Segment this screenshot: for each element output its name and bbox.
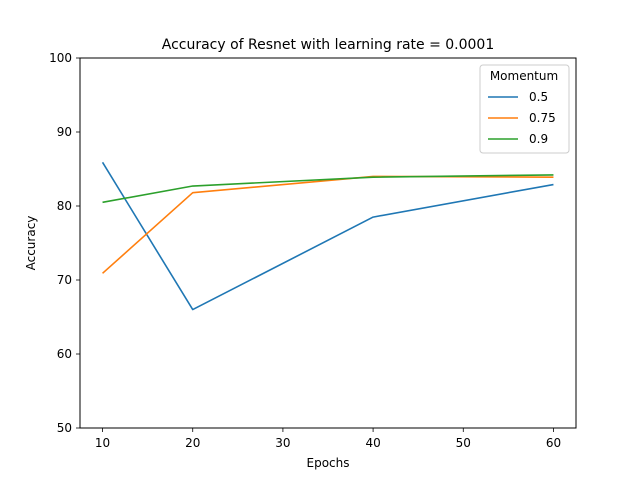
legend: Momentum 0.5 0.75 0.9 xyxy=(479,64,570,154)
series-line-0-5 xyxy=(101,161,554,311)
series-line-0-75 xyxy=(102,175,554,274)
y-axis-label: Accuracy xyxy=(24,216,38,271)
x-tick-label: 10 xyxy=(95,436,110,450)
x-tick-label: 60 xyxy=(546,436,561,450)
legend-entry-label: 0.75 xyxy=(529,111,556,125)
chart-title: Accuracy of Resnet with learning rate = … xyxy=(162,37,495,53)
x-tick-label: 40 xyxy=(365,436,380,450)
x-tick-label: 20 xyxy=(185,436,200,450)
series-line-0-9 xyxy=(102,174,554,204)
y-tick-label: 60 xyxy=(57,347,72,361)
series-lines xyxy=(101,161,554,311)
y-tick-label: 80 xyxy=(57,199,72,213)
y-tick-label: 100 xyxy=(49,51,72,65)
y-axis-ticks: 50 60 70 80 90 100 xyxy=(49,51,80,435)
legend-entries: 0.5 0.75 0.9 xyxy=(488,90,556,146)
legend-box xyxy=(479,64,570,154)
y-tick-label: 90 xyxy=(57,125,72,139)
x-tick-label: 50 xyxy=(456,436,471,450)
plot-area xyxy=(79,57,577,429)
y-tick-label: 70 xyxy=(57,273,72,287)
axes-frame xyxy=(79,57,577,429)
x-axis-ticks: 10 20 30 40 50 60 xyxy=(95,428,561,450)
legend-title: Momentum xyxy=(490,69,558,83)
x-axis-label: Epochs xyxy=(307,456,350,470)
legend-entry-label: 0.9 xyxy=(529,132,548,146)
y-tick-label: 50 xyxy=(57,421,72,435)
legend-entry-label: 0.5 xyxy=(529,90,548,104)
x-tick-label: 30 xyxy=(275,436,290,450)
